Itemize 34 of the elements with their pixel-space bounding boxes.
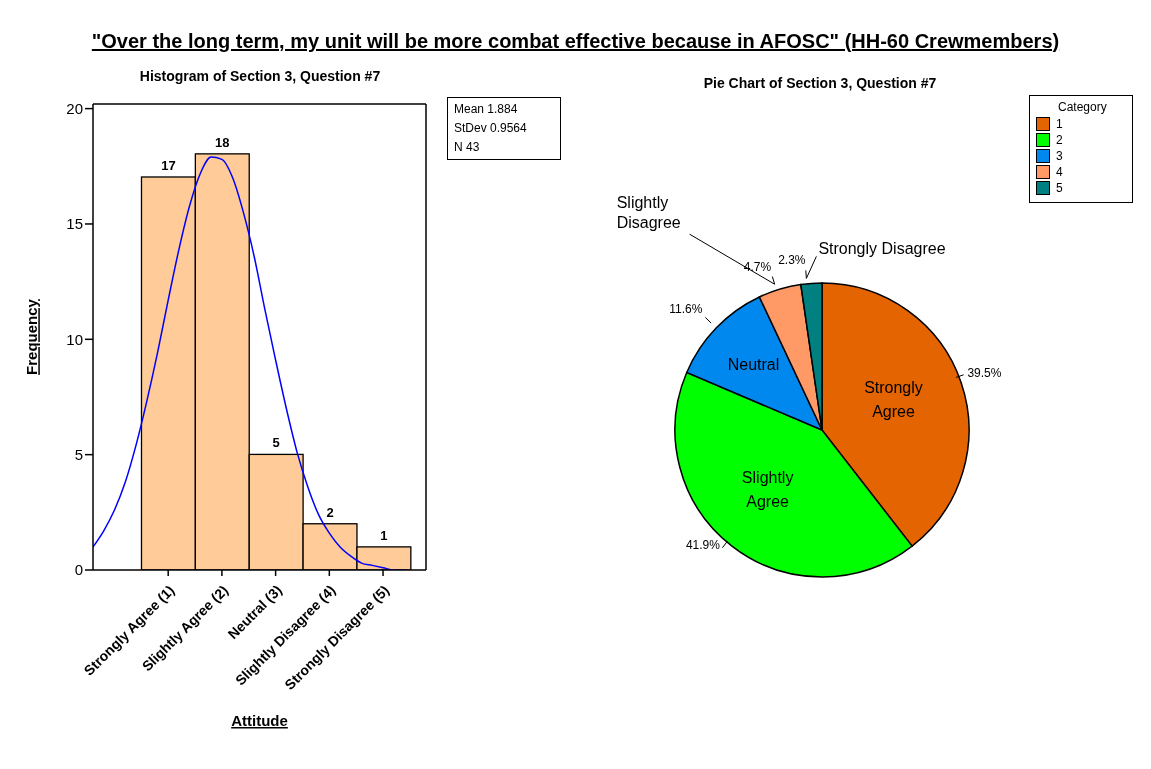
text: Neutral [727,355,780,373]
text: Slightly Agree [741,469,794,511]
y-tick-label: 20 [66,99,83,117]
data-label: 17 [161,157,176,173]
legend-label: 4 [1056,165,1063,179]
legend-label: 5 [1056,181,1063,195]
text: Strongly Agree [864,378,923,420]
data-label: 1 [380,527,388,543]
text: "Over the long term, my unit will be more combat effective because in AFOSC" (HH-60 Crewmembers) [90,30,1061,53]
legend-label: 3 [1056,149,1063,163]
legend-title: Category [1057,100,1108,114]
data-label: 41.9% [685,537,721,552]
text: Mean 1.884 [454,101,519,118]
chart-title: Pie Chart of Section 3, Question #7 [702,75,938,91]
data-label: 2.3% [778,253,806,268]
text: Strongly Disagree [818,240,946,258]
y-tick-label: 10 [66,330,83,348]
data-label: 11.6% [669,301,703,316]
data-label: 2 [326,504,334,520]
legend-label: 1 [1056,117,1063,131]
text: Slightly Disagree [616,194,681,232]
y-axis-title: Frequency [23,298,41,375]
chart-subtitle: Histogram of Section 3, Question #7 [138,68,382,84]
text: N 43 [454,139,481,156]
data-label: 5 [272,435,280,451]
data-label: 39.5% [967,366,1002,381]
x-axis-title: Attitude [231,712,288,729]
data-label: 4.7% [743,259,772,274]
y-tick-label: 5 [74,445,83,463]
y-tick-label: 0 [74,561,83,579]
text: StDev 0.9564 [454,120,528,137]
legend-label: 2 [1056,133,1063,147]
y-tick-label: 15 [66,215,83,233]
data-label: 18 [215,134,230,150]
